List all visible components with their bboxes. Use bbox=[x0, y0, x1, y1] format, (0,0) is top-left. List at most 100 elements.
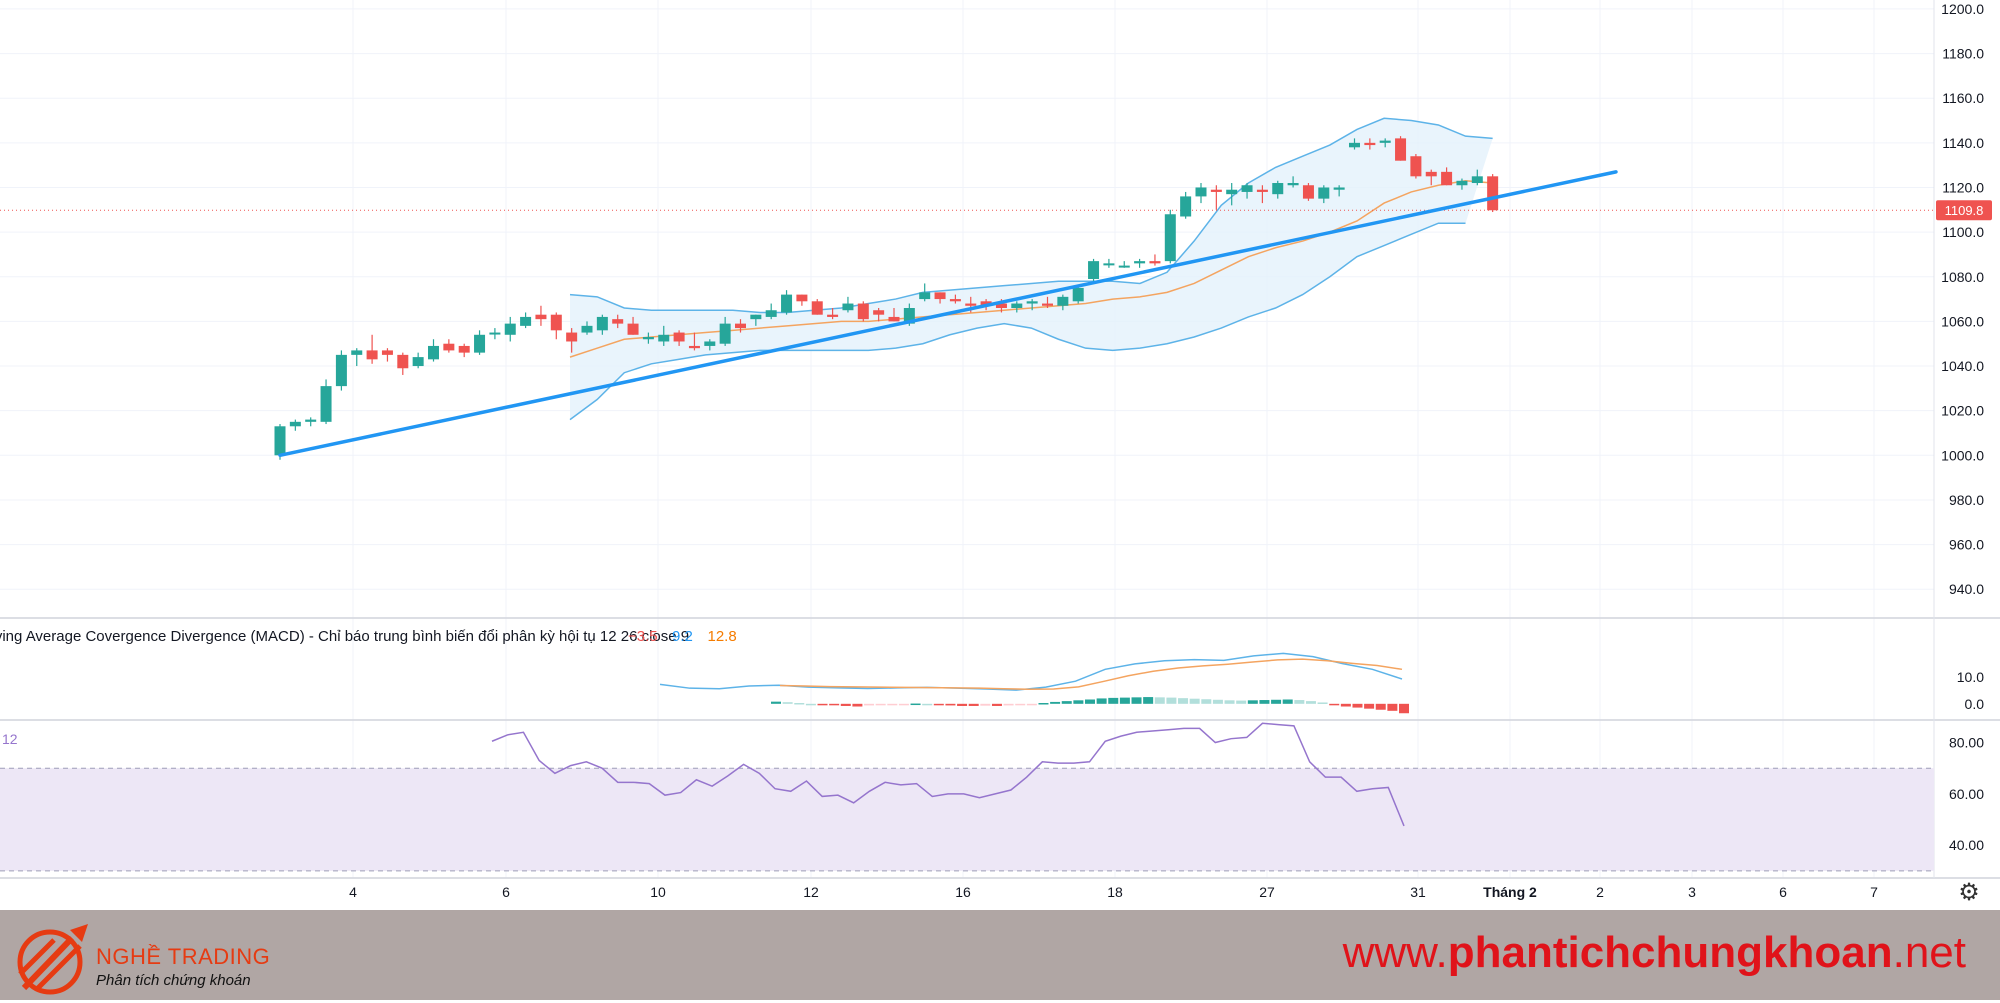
date-tick-label: 10 bbox=[650, 884, 666, 900]
candle bbox=[1134, 258, 1146, 268]
macd-histogram-bar bbox=[1119, 697, 1130, 704]
rsi-band-fill bbox=[0, 768, 1934, 871]
site-main: phantichchungkhoan bbox=[1447, 928, 1893, 977]
macd-line-value: 9.2 bbox=[672, 628, 693, 645]
candle bbox=[474, 330, 486, 355]
rsi-tick-label: 80.00 bbox=[1949, 735, 1984, 751]
candle bbox=[934, 292, 946, 304]
candle-body bbox=[903, 308, 915, 324]
last-price-label: 1109.8 bbox=[1945, 203, 1984, 218]
gear-icon[interactable]: ⚙ bbox=[1958, 879, 1980, 906]
macd-pane[interactable]: Moving Average Covergence Divergence (MA… bbox=[0, 628, 1409, 714]
candle-body bbox=[1026, 301, 1038, 304]
candle bbox=[1164, 209, 1176, 264]
price-tick-label: 1020.0 bbox=[1941, 403, 1984, 419]
macd-histogram-bar bbox=[1178, 698, 1189, 704]
candle-body bbox=[934, 292, 946, 300]
macd-histogram-bar bbox=[875, 703, 886, 706]
candle bbox=[428, 339, 439, 362]
price-tick-label: 1060.0 bbox=[1941, 313, 1984, 329]
candle bbox=[1118, 261, 1130, 268]
candle bbox=[1349, 138, 1360, 150]
rsi-label: 12 bbox=[2, 731, 18, 747]
macd-histogram-bar bbox=[1073, 700, 1084, 704]
brand-tagline: Phân tích chứng khoán bbox=[96, 972, 251, 989]
candle bbox=[1180, 191, 1192, 219]
macd-histogram-bar bbox=[898, 703, 909, 706]
candle-body bbox=[612, 319, 624, 324]
macd-histogram-bar bbox=[1026, 703, 1037, 706]
macd-histogram-bar bbox=[1108, 697, 1119, 704]
candle-body bbox=[765, 310, 777, 317]
candle bbox=[1210, 185, 1222, 210]
candle bbox=[1026, 299, 1038, 311]
chart-canvas[interactable]: 1109.8 Moving Average Covergence Diverge… bbox=[0, 0, 2000, 910]
candle bbox=[1364, 138, 1376, 150]
candle-body bbox=[688, 345, 700, 349]
candle-body bbox=[581, 325, 593, 333]
candle bbox=[1456, 178, 1468, 190]
trading-chart[interactable]: 1109.8 Moving Average Covergence Diverge… bbox=[0, 0, 2000, 910]
candle-body bbox=[796, 294, 808, 302]
price-tick-label: 1100.0 bbox=[1942, 224, 1984, 240]
candle bbox=[535, 305, 547, 326]
macd-histogram-bar bbox=[1212, 699, 1223, 704]
logo-icon bbox=[17, 924, 88, 995]
candle-body bbox=[566, 332, 578, 342]
candle-body bbox=[995, 303, 1007, 308]
macd-histogram-bar bbox=[1329, 703, 1340, 706]
candle bbox=[581, 321, 593, 335]
price-tick-label: 1120.0 bbox=[1942, 179, 1984, 195]
candle bbox=[1011, 301, 1023, 313]
candle-body bbox=[1349, 142, 1360, 148]
candle-body bbox=[428, 345, 439, 360]
date-tick-label: 12 bbox=[803, 884, 819, 900]
candle-body bbox=[274, 426, 286, 456]
rsi-tick-label: 60.00 bbox=[1949, 786, 1984, 802]
candle-body bbox=[949, 299, 961, 302]
candle-body bbox=[489, 332, 501, 335]
candle-body bbox=[550, 314, 562, 331]
macd-histogram-bar bbox=[829, 703, 840, 706]
rsi-pane[interactable]: 12 bbox=[0, 722, 1934, 872]
macd-histogram-bar bbox=[1282, 699, 1293, 704]
candle-body bbox=[750, 314, 762, 320]
candle-body bbox=[1149, 261, 1161, 264]
macd-histogram-bar bbox=[1340, 703, 1351, 707]
candle bbox=[1379, 138, 1391, 148]
candle-body bbox=[1364, 142, 1376, 146]
axes: 1200.01180.01160.01140.01120.01100.01080… bbox=[349, 1, 1984, 900]
candle-body bbox=[1395, 138, 1407, 161]
macd-histogram-bar bbox=[1305, 701, 1316, 704]
candle bbox=[704, 339, 716, 351]
candle bbox=[811, 299, 823, 315]
candle-body bbox=[520, 316, 532, 326]
candle-body bbox=[443, 343, 455, 351]
candle-body bbox=[1011, 303, 1023, 308]
candle-body bbox=[735, 323, 746, 329]
macd-signal-line bbox=[779, 658, 1403, 691]
candle-body bbox=[642, 337, 654, 340]
macd-histogram-bar bbox=[1352, 703, 1363, 708]
bollinger-lower-line bbox=[569, 222, 1466, 421]
candle-body bbox=[1180, 196, 1192, 217]
candle bbox=[719, 316, 731, 346]
macd-histogram-bar bbox=[1096, 698, 1107, 704]
candle-body bbox=[627, 323, 639, 335]
candle-body bbox=[412, 357, 424, 367]
candle-body bbox=[1318, 187, 1330, 199]
candle bbox=[1471, 169, 1483, 186]
candle-body bbox=[1072, 287, 1084, 302]
candle bbox=[627, 316, 639, 335]
candle-body bbox=[842, 303, 854, 311]
website-url[interactable]: www.phantichchungkhoan.net bbox=[1343, 928, 1966, 978]
candle bbox=[1072, 285, 1084, 304]
candle bbox=[289, 419, 301, 431]
candle bbox=[305, 417, 317, 427]
candle-body bbox=[658, 334, 670, 342]
candle-body bbox=[1210, 189, 1222, 192]
candle-body bbox=[397, 354, 409, 369]
price-pane[interactable]: 1109.8 bbox=[0, 117, 1992, 460]
candle-body bbox=[1256, 189, 1268, 192]
date-tick-label: Tháng 2 bbox=[1483, 884, 1537, 900]
